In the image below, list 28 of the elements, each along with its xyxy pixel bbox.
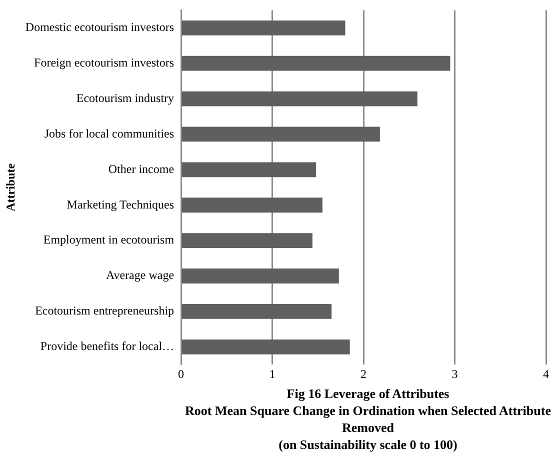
y-tick-label: Foreign ecotourism investors bbox=[34, 56, 174, 70]
x-axis-title: Root Mean Square Change in Ordination when Selected Attribute Removed (on Sustainability scale 0 to 100) bbox=[184, 402, 552, 453]
bar bbox=[182, 91, 418, 106]
bar bbox=[182, 20, 346, 36]
bar bbox=[182, 162, 316, 178]
y-tick-label: Jobs for local communities bbox=[44, 126, 174, 140]
bar bbox=[182, 56, 450, 71]
bar bbox=[182, 126, 380, 142]
x-tick-label: 4 bbox=[543, 366, 549, 381]
y-tick-label: Marketing Techniques bbox=[66, 197, 174, 212]
y-tick-label: Ecotourism industry bbox=[76, 90, 174, 105]
y-tick-label: Other income bbox=[108, 162, 174, 176]
y-tick-label: Provide benefits for local… bbox=[40, 339, 174, 354]
text: Fig 16 Leverage of Attributes bbox=[286, 385, 450, 402]
y-tick-label: Average wage bbox=[106, 268, 174, 282]
bar bbox=[182, 339, 350, 354]
y-tick-label: Ecotourism entrepreneurship bbox=[35, 304, 174, 318]
y-tick-label: Domestic ecotourism investors bbox=[25, 20, 174, 34]
bar bbox=[182, 233, 312, 248]
x-tick-label: 0 bbox=[178, 366, 184, 381]
x-tick-label: 2 bbox=[360, 366, 367, 381]
x-tick-label: 3 bbox=[452, 366, 458, 381]
y-axis-title: Attribute bbox=[3, 162, 18, 212]
x-tick-label: 1 bbox=[269, 366, 276, 381]
bar bbox=[182, 268, 339, 284]
bar bbox=[182, 304, 332, 319]
y-tick-label: Employment in ecotourism bbox=[43, 232, 175, 247]
bar bbox=[182, 198, 322, 213]
